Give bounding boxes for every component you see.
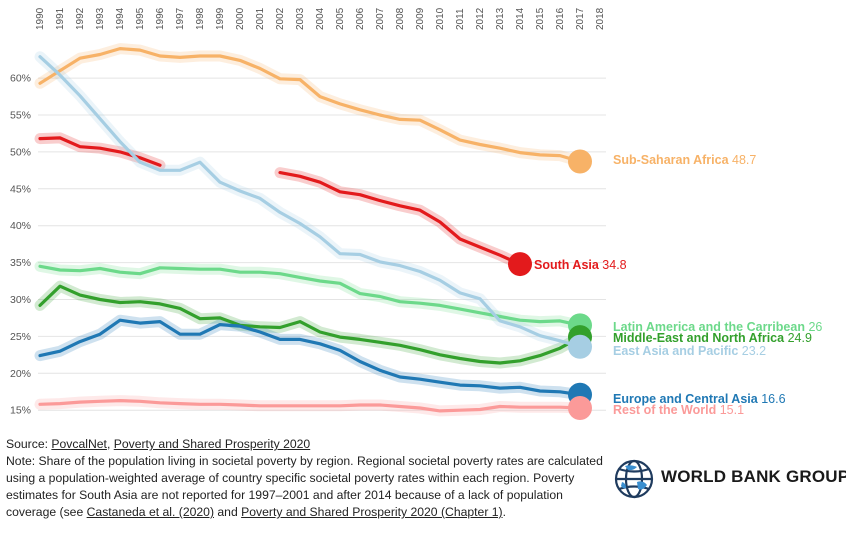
y-tick-label: 25% xyxy=(10,331,31,343)
series-labels: Sub-Saharan Africa 48.7 South Asia 34.8 La… xyxy=(534,153,822,417)
x-tick-label: 2018 xyxy=(595,7,606,30)
note-text: Note: Share of the population living in … xyxy=(6,454,603,519)
x-tick-label: 1992 xyxy=(75,7,86,30)
x-tick-label: 2003 xyxy=(295,7,306,30)
povcalnet-link[interactable]: PovcalNet xyxy=(51,437,107,451)
line-chart: 15%20%25%30%35%40%45%50%55%60% 1990 1991 1… xyxy=(10,7,822,420)
series-end-markers xyxy=(508,149,592,420)
chart-footer: Source: PovcalNet, Poverty and Shared Pr… xyxy=(6,436,606,521)
y-tick-label: 55% xyxy=(10,110,31,122)
x-tick-label: 2011 xyxy=(455,8,466,30)
x-tick-label: 2001 xyxy=(255,7,266,30)
series-end-marker xyxy=(568,149,592,174)
series-line xyxy=(278,171,522,266)
series-line xyxy=(38,136,162,167)
x-tick-label: 2004 xyxy=(315,7,326,30)
series-end-marker xyxy=(568,334,592,359)
x-tick-label: 1998 xyxy=(195,7,206,30)
x-tick-label: 1991 xyxy=(55,7,66,30)
psp-2020-link[interactable]: Poverty and Shared Prosperity 2020 xyxy=(113,437,311,451)
x-tick-label: 1990 xyxy=(35,7,46,30)
x-tick-label: 1995 xyxy=(135,7,146,30)
x-tick-label: 2000 xyxy=(235,7,246,30)
x-tick-label: 2016 xyxy=(555,7,566,30)
x-tick-label: 2005 xyxy=(335,7,346,30)
x-axis-ticks: 1990 1991 1992 1993 1994 1995 1996 1997 1998 1999… xyxy=(35,7,606,30)
x-tick-label: 2013 xyxy=(495,7,506,30)
y-tick-label: 30% xyxy=(10,294,31,306)
x-tick-label: 2007 xyxy=(375,7,386,30)
source-line: Source: PovcalNet, Poverty and Shared Pr… xyxy=(6,436,606,453)
note-connector: and xyxy=(214,505,242,519)
x-tick-label: 2008 xyxy=(395,7,406,30)
castaneda-link[interactable]: Castaneda et al. (2020) xyxy=(86,505,214,519)
series-label: Rest of the World 15.1 xyxy=(613,403,744,417)
y-tick-label: 45% xyxy=(10,183,31,195)
x-tick-label: 2002 xyxy=(275,7,286,30)
note-paragraph: Note: Share of the population living in … xyxy=(6,453,606,521)
series-line xyxy=(38,55,582,349)
series-label: South Asia 34.8 xyxy=(534,258,627,272)
series-label: Europe and Central Asia 16.6 xyxy=(613,392,786,406)
series-label: Sub-Saharan Africa 48.7 xyxy=(613,153,756,167)
x-tick-label: 1996 xyxy=(155,7,166,30)
x-tick-label: 2010 xyxy=(435,7,446,30)
x-tick-label: 1993 xyxy=(95,7,106,30)
series-end-marker xyxy=(568,395,592,420)
x-tick-label: 2006 xyxy=(355,7,366,30)
series-label: East Asia and Pacific 23.2 xyxy=(613,344,766,358)
y-tick-label: 35% xyxy=(10,257,31,269)
x-tick-label: 1994 xyxy=(115,7,126,30)
x-tick-label: 2015 xyxy=(535,7,546,30)
x-tick-label: 2009 xyxy=(415,7,426,30)
y-tick-label: 40% xyxy=(10,220,31,232)
series-lines xyxy=(38,47,582,413)
series-line xyxy=(38,318,582,397)
globe-icon xyxy=(614,459,654,499)
y-tick-label: 20% xyxy=(10,368,31,380)
x-tick-label: 2012 xyxy=(475,7,486,30)
x-tick-label: 2017 xyxy=(575,7,586,30)
y-axis-ticks: 15% 20% 25% 30% 35% 40% 45% 50% 55% 60% xyxy=(10,73,31,417)
y-tick-label: 60% xyxy=(10,73,31,85)
series-end-marker xyxy=(508,252,532,277)
series-line xyxy=(38,284,582,365)
source-separator: , xyxy=(106,437,114,451)
source-prefix: Source: xyxy=(6,437,52,451)
series-line xyxy=(38,264,582,327)
x-tick-label: 1997 xyxy=(175,7,186,30)
world-bank-logo: WORLD BANK GROUP xyxy=(613,456,846,504)
x-tick-label: 1999 xyxy=(215,7,226,30)
y-tick-label: 15% xyxy=(10,405,31,417)
y-tick-label: 50% xyxy=(10,146,31,158)
grid-lines xyxy=(38,77,606,411)
series-line xyxy=(38,399,582,413)
series-line xyxy=(38,47,582,164)
logo-wordmark: WORLD BANK GROUP xyxy=(661,467,846,486)
note-end: . xyxy=(502,505,506,519)
psp-chapter1-link[interactable]: Poverty and Shared Prosperity 2020 (Chap… xyxy=(241,505,503,519)
series-label: Middle-East and North Africa 24.9 xyxy=(613,331,812,345)
series-label: Latin America and the Carribean 26 xyxy=(613,320,822,334)
x-tick-label: 2014 xyxy=(515,7,526,30)
